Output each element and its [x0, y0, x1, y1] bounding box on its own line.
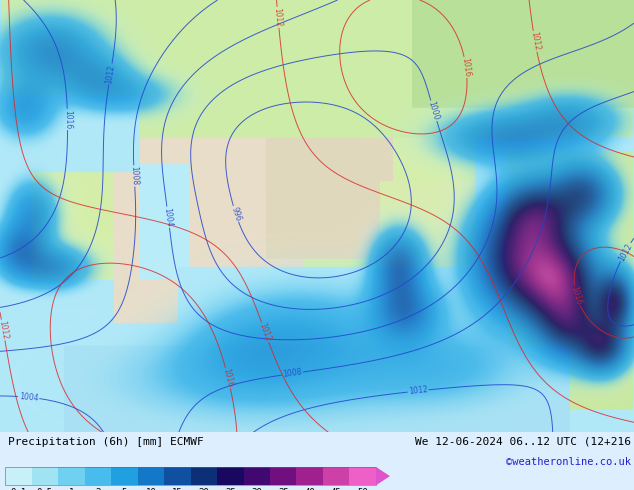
Text: 1008: 1008: [282, 368, 302, 379]
Text: 0.5: 0.5: [37, 488, 53, 490]
Bar: [84, 467, 111, 486]
Bar: [138, 467, 164, 486]
Bar: [243, 467, 270, 486]
Text: 1000: 1000: [427, 100, 441, 122]
Text: 5: 5: [122, 488, 127, 490]
Text: 0.1: 0.1: [10, 488, 27, 490]
Bar: [349, 467, 376, 486]
Bar: [111, 467, 138, 486]
Bar: [5, 467, 376, 486]
Text: 2: 2: [95, 488, 100, 490]
Bar: [270, 467, 297, 486]
Text: 1004: 1004: [162, 207, 174, 227]
Text: 1012: 1012: [273, 7, 283, 27]
Bar: [5, 467, 32, 486]
Text: 25: 25: [225, 488, 236, 490]
Text: 40: 40: [304, 488, 315, 490]
Text: 45: 45: [331, 488, 342, 490]
Text: Precipitation (6h) [mm] ECMWF: Precipitation (6h) [mm] ECMWF: [8, 437, 204, 447]
Text: 1016: 1016: [63, 110, 72, 129]
Text: 1012: 1012: [105, 64, 116, 84]
Text: 1012: 1012: [0, 320, 10, 340]
Text: 1016: 1016: [221, 368, 235, 388]
Text: 996: 996: [230, 205, 242, 222]
Text: 1012: 1012: [408, 386, 428, 396]
Text: 1004: 1004: [18, 392, 39, 403]
Text: We 12-06-2024 06..12 UTC (12+216: We 12-06-2024 06..12 UTC (12+216: [415, 437, 631, 447]
Text: 1016: 1016: [460, 57, 472, 77]
Bar: [58, 467, 84, 486]
Bar: [32, 467, 58, 486]
Text: 30: 30: [251, 488, 262, 490]
Text: 1012: 1012: [617, 242, 634, 263]
Text: ©weatheronline.co.uk: ©weatheronline.co.uk: [506, 457, 631, 467]
Polygon shape: [376, 467, 390, 486]
Bar: [323, 467, 349, 486]
Bar: [217, 467, 243, 486]
Text: 1012: 1012: [529, 31, 541, 51]
Bar: [190, 467, 217, 486]
Bar: [164, 467, 190, 486]
Text: 20: 20: [198, 488, 209, 490]
Bar: [297, 467, 323, 486]
Text: 1: 1: [68, 488, 74, 490]
Text: 50: 50: [358, 488, 368, 490]
Text: 1016: 1016: [570, 286, 584, 306]
Text: 15: 15: [172, 488, 183, 490]
Text: 1008: 1008: [129, 166, 139, 186]
Text: 35: 35: [278, 488, 288, 490]
Text: 10: 10: [145, 488, 156, 490]
Text: 1012: 1012: [257, 322, 273, 343]
